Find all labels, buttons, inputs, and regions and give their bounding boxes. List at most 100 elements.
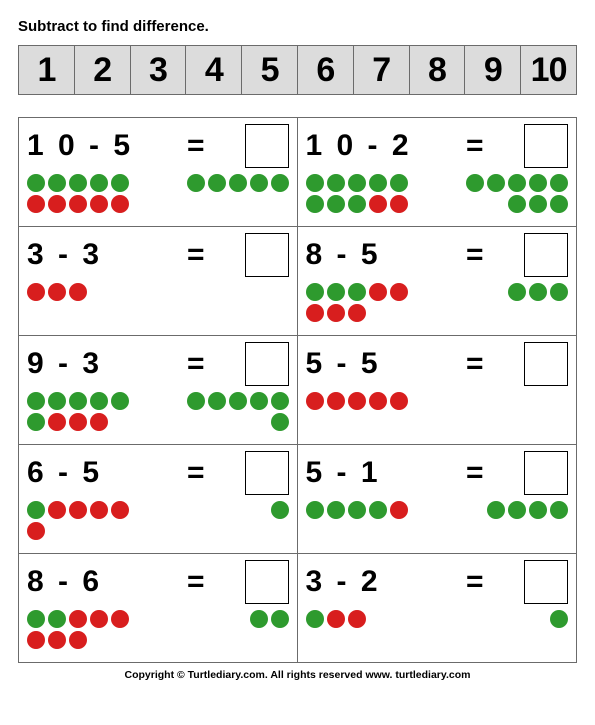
equation-line: 1 0 - 2= bbox=[306, 124, 569, 168]
grid-row: 1 0 - 5= 1 0 - 2= bbox=[19, 118, 576, 227]
dot-red bbox=[348, 392, 366, 410]
dot-red bbox=[48, 283, 66, 301]
dots-area bbox=[306, 392, 569, 410]
dot-red bbox=[306, 304, 324, 322]
answer-box[interactable] bbox=[245, 342, 289, 386]
dot-red bbox=[48, 195, 66, 213]
answer-box[interactable] bbox=[524, 124, 568, 168]
dot-red bbox=[306, 392, 324, 410]
dot-red bbox=[69, 413, 87, 431]
dot-row bbox=[306, 501, 408, 519]
problem-cell: 3 - 2= bbox=[298, 554, 577, 662]
dot-green bbox=[550, 283, 568, 301]
dot-green bbox=[90, 392, 108, 410]
dot-red bbox=[90, 195, 108, 213]
dot-group bbox=[27, 392, 129, 431]
dot-group bbox=[306, 392, 408, 410]
problem-cell: 8 - 6= bbox=[19, 554, 298, 662]
dot-green bbox=[229, 174, 247, 192]
equals-sign: = bbox=[461, 456, 489, 490]
equals-sign: = bbox=[461, 129, 489, 163]
dot-green bbox=[390, 174, 408, 192]
dot-green bbox=[208, 392, 226, 410]
problems-grid: 1 0 - 5=1 0 - 2=3 - 3=8 - 5=9 - 3=5 - 5=… bbox=[18, 117, 577, 663]
dot-green bbox=[250, 610, 268, 628]
dots-area bbox=[27, 392, 289, 431]
dot-red bbox=[111, 610, 129, 628]
copyright-footer: Copyright © Turtlediary.com. All rights … bbox=[18, 663, 577, 691]
dot-red bbox=[27, 631, 45, 649]
dot-red bbox=[369, 283, 387, 301]
dot-green bbox=[48, 392, 66, 410]
dot-green bbox=[250, 174, 268, 192]
answer-box[interactable] bbox=[524, 233, 568, 277]
dots-area bbox=[27, 610, 289, 649]
dot-row bbox=[306, 174, 408, 192]
dot-red bbox=[69, 195, 87, 213]
dot-green bbox=[529, 195, 547, 213]
number-strip-cell: 9 bbox=[465, 46, 521, 94]
dot-red bbox=[369, 392, 387, 410]
equation-line: 5 - 1= bbox=[306, 451, 569, 495]
dot-green bbox=[69, 174, 87, 192]
dot-green bbox=[327, 501, 345, 519]
problem-cell: 3 - 3= bbox=[19, 227, 298, 335]
dot-group bbox=[27, 501, 129, 540]
answer-box[interactable] bbox=[245, 124, 289, 168]
dot-red bbox=[69, 610, 87, 628]
expression: 3 - 2 bbox=[306, 565, 426, 599]
equation-line: 3 - 2= bbox=[306, 560, 569, 604]
expression: 6 - 5 bbox=[27, 456, 147, 490]
expression: 5 - 5 bbox=[306, 347, 426, 381]
dot-green bbox=[69, 392, 87, 410]
dot-red bbox=[69, 631, 87, 649]
dot-red bbox=[111, 501, 129, 519]
dot-row bbox=[306, 304, 408, 322]
dot-red bbox=[327, 392, 345, 410]
dot-row bbox=[27, 501, 129, 519]
dot-green bbox=[327, 195, 345, 213]
dot-green bbox=[306, 283, 324, 301]
dot-green bbox=[306, 610, 324, 628]
dot-group bbox=[187, 392, 289, 431]
number-strip-cell: 5 bbox=[242, 46, 298, 94]
expression: 3 - 3 bbox=[27, 238, 147, 272]
answer-box[interactable] bbox=[245, 233, 289, 277]
dot-group bbox=[487, 501, 568, 519]
equals-sign: = bbox=[182, 129, 210, 163]
problem-cell: 5 - 1= bbox=[298, 445, 577, 553]
dot-row bbox=[306, 195, 408, 213]
dot-row bbox=[27, 610, 129, 628]
dot-green bbox=[348, 174, 366, 192]
dot-group bbox=[306, 501, 408, 519]
grid-row: 6 - 5=5 - 1= bbox=[19, 445, 576, 554]
dot-row bbox=[27, 174, 129, 192]
dot-green bbox=[48, 610, 66, 628]
dot-green bbox=[111, 174, 129, 192]
dot-green bbox=[48, 174, 66, 192]
dot-red bbox=[27, 195, 45, 213]
dot-group bbox=[508, 283, 568, 301]
dot-green bbox=[508, 174, 526, 192]
answer-box[interactable] bbox=[524, 451, 568, 495]
dot-green bbox=[306, 501, 324, 519]
dot-green bbox=[529, 283, 547, 301]
equation-line: 8 - 6= bbox=[27, 560, 289, 604]
number-strip-cell: 4 bbox=[186, 46, 242, 94]
answer-box[interactable] bbox=[524, 342, 568, 386]
answer-box[interactable] bbox=[245, 560, 289, 604]
dot-red bbox=[48, 413, 66, 431]
dots-area bbox=[27, 501, 289, 540]
answer-box[interactable] bbox=[524, 560, 568, 604]
equation-line: 1 0 - 5= bbox=[27, 124, 289, 168]
dot-green bbox=[369, 174, 387, 192]
dot-green bbox=[529, 501, 547, 519]
dot-red bbox=[90, 501, 108, 519]
dot-green bbox=[306, 195, 324, 213]
equals-sign: = bbox=[182, 347, 210, 381]
equals-sign: = bbox=[182, 456, 210, 490]
answer-box[interactable] bbox=[245, 451, 289, 495]
dot-green bbox=[271, 174, 289, 192]
dot-red bbox=[27, 283, 45, 301]
number-strip: 12345678910 bbox=[18, 45, 577, 95]
